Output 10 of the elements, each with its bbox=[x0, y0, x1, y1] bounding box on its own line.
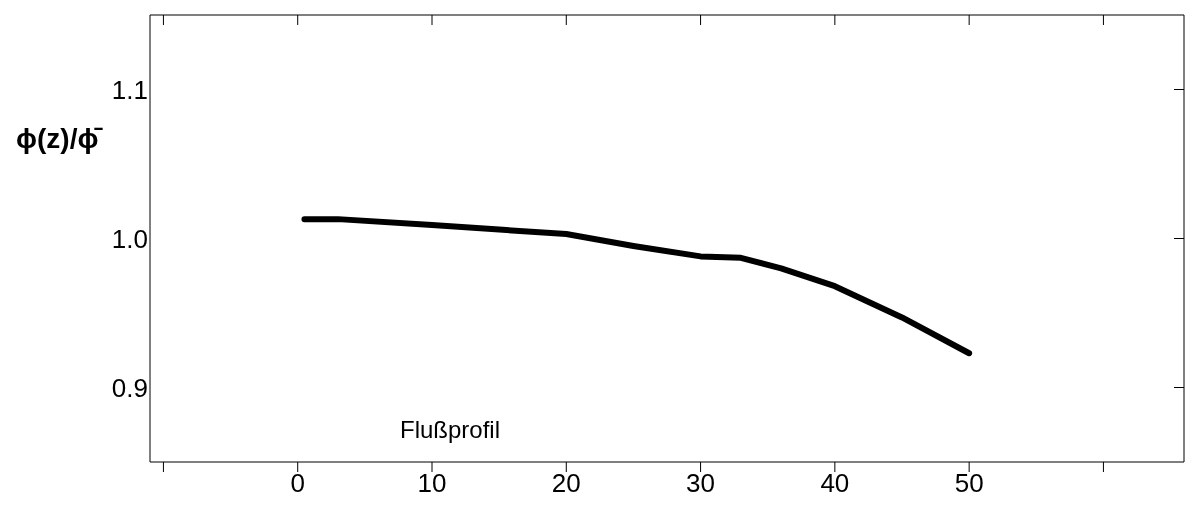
x-tick-label: 40 bbox=[820, 468, 850, 499]
x-tick-label: 30 bbox=[686, 468, 716, 499]
y-tick-label: 0.9 bbox=[111, 372, 148, 403]
x-tick-label: 20 bbox=[551, 468, 581, 499]
annotation: Flußprofil bbox=[400, 416, 501, 444]
x-tick-label: 0 bbox=[290, 468, 305, 499]
y-tick-label: 1.1 bbox=[111, 74, 148, 105]
x-tick-label: 50 bbox=[954, 468, 984, 499]
x-tick-label: 10 bbox=[417, 468, 447, 499]
y-tick-label: 1.0 bbox=[111, 223, 148, 254]
